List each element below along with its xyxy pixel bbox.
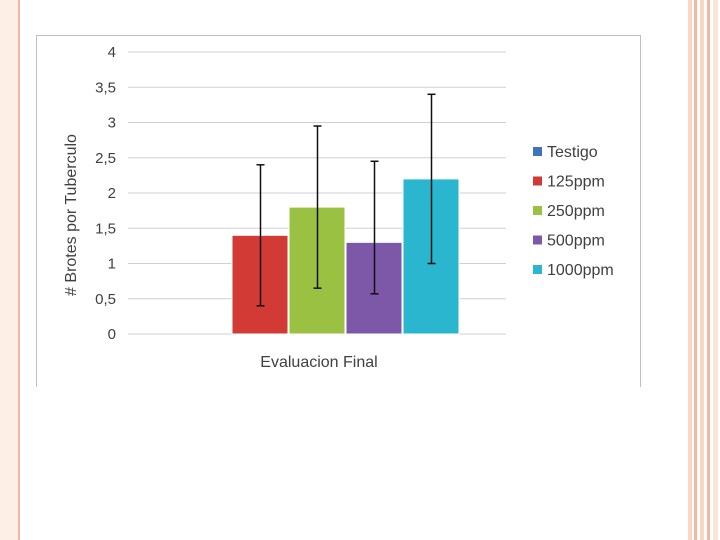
left-decorative-stripe (0, 0, 20, 540)
y-tick-label: 0 (108, 326, 116, 343)
y-axis-label: # Brotes por Tuberculo (63, 134, 80, 296)
y-tick-label: 3,5 (95, 79, 116, 96)
right-decorative-stripes (688, 0, 720, 540)
bar-chart: 0 0,5 1 1,5 2 2,5 3 3,5 4 # Brotes por Tuberculo… (63, 44, 614, 371)
bars (231, 178, 460, 335)
y-tick-label: 2 (108, 185, 116, 202)
legend: Testigo 125ppm 250ppm 500ppm 1000ppm (533, 144, 614, 279)
legend-label-250ppm: 250ppm (547, 203, 605, 220)
legend-label-500ppm: 500ppm (547, 233, 605, 250)
legend-label-125ppm: 125ppm (547, 174, 605, 191)
y-tick-label: 4 (108, 44, 116, 61)
legend-swatch-500ppm (533, 235, 542, 245)
legend-swatch-testigo (533, 147, 542, 156)
legend-swatch-125ppm (533, 176, 542, 186)
y-tick-label: 2,5 (95, 150, 116, 167)
legend-label-1000ppm: 1000ppm (547, 262, 614, 279)
error-bars (256, 93, 436, 307)
x-axis-label: Evaluacion Final (260, 354, 377, 371)
y-tick-label: 3 (108, 115, 116, 132)
legend-swatch-1000ppm (533, 265, 542, 274)
legend-swatch-250ppm (533, 206, 542, 215)
y-tick-label: 0,5 (95, 291, 116, 308)
y-tick-labels: 0 0,5 1 1,5 2 2,5 3 3,5 4 (95, 44, 116, 343)
legend-label-testigo: Testigo (547, 144, 598, 161)
y-tick-label: 1,5 (95, 220, 116, 237)
y-tick-label: 1 (108, 256, 116, 273)
